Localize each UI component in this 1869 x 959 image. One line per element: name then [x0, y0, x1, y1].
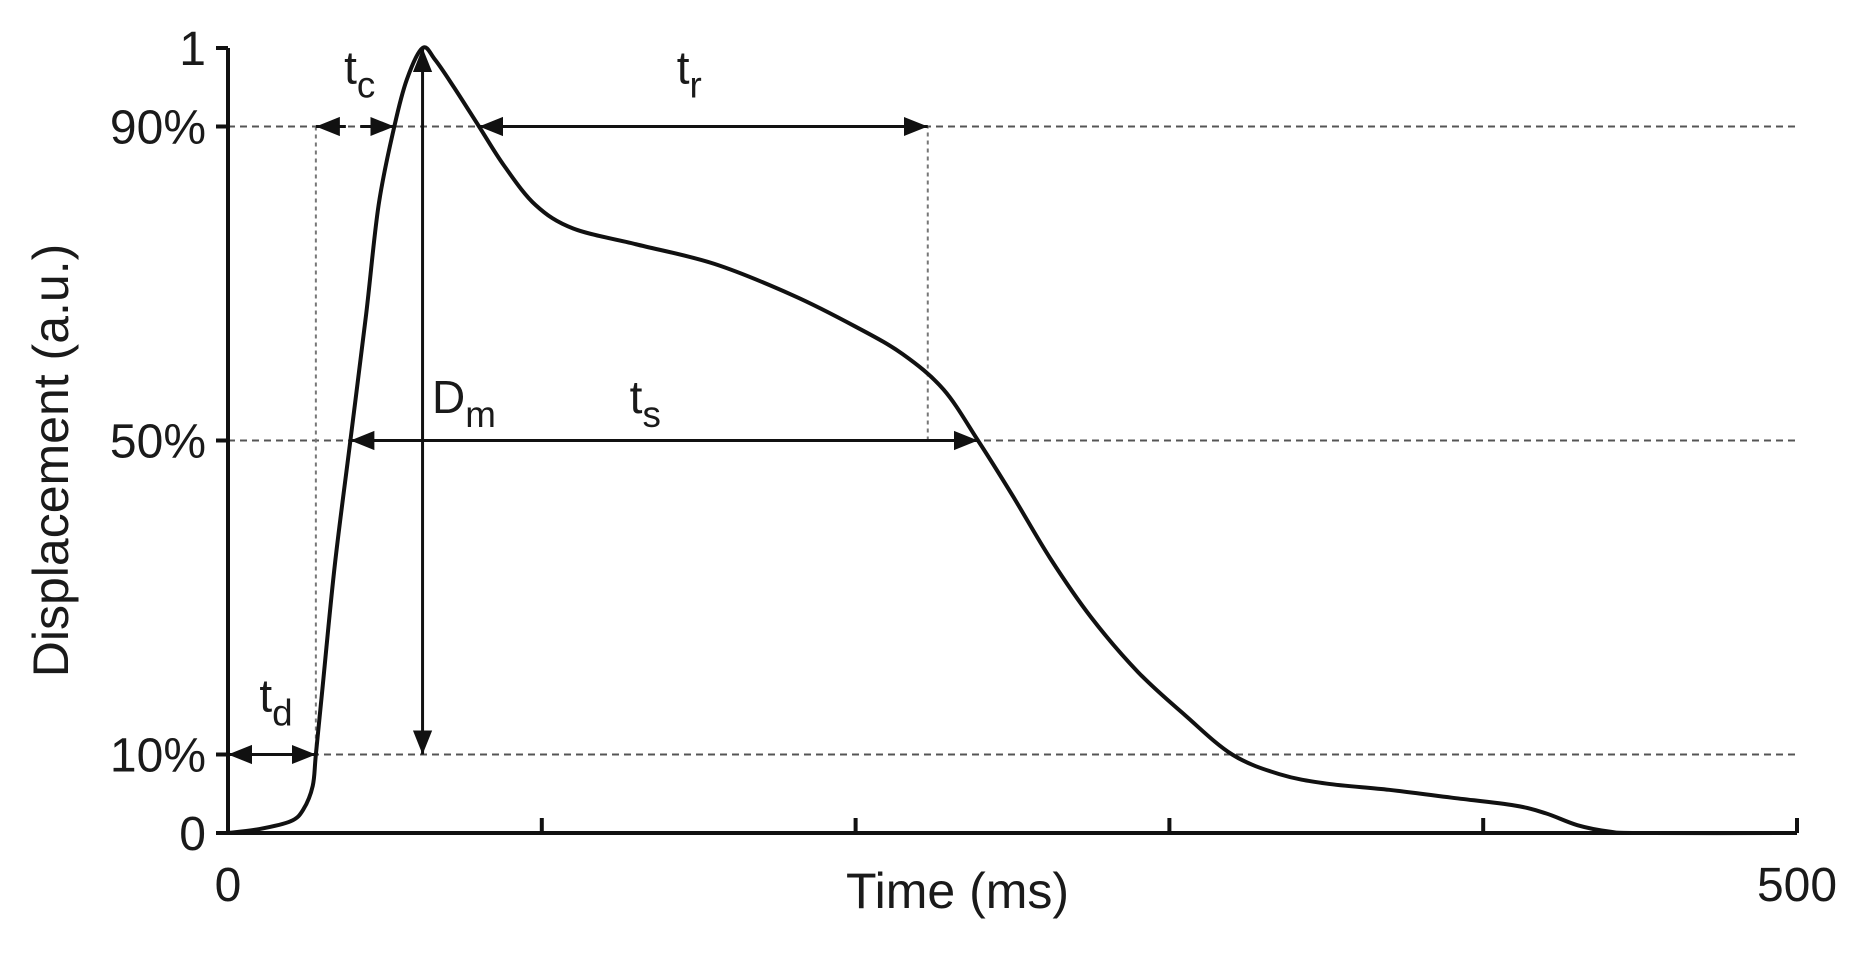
- t-d-label: td: [259, 669, 292, 733]
- annotations: td tc tr ts Dm: [228, 41, 978, 765]
- y-tick-label: 1: [179, 23, 206, 76]
- x-tick-label: 500: [1757, 859, 1837, 912]
- vertical-guides: [314, 126, 929, 755]
- tick-labels: 0 10% 50% 90% 1 0 500: [110, 23, 1837, 912]
- reference-lines: [228, 125, 1797, 756]
- y-tick-label: 90%: [110, 102, 206, 155]
- t-c-label: tc: [344, 41, 375, 105]
- y-axis-label: Displacement (a.u.): [23, 244, 79, 678]
- axes: [216, 46, 1799, 835]
- t-s-label: ts: [630, 371, 661, 435]
- curve-layer: [227, 45, 1798, 836]
- y-tick-label: 10%: [110, 730, 206, 783]
- d-m-label: Dm: [432, 371, 496, 435]
- displacement-curve: [227, 45, 1798, 836]
- x-axis-label: Time (ms): [846, 863, 1069, 919]
- x-tick-label: 0: [215, 859, 242, 912]
- y-tick-label: 50%: [110, 416, 206, 469]
- y-tick-label: 0: [179, 808, 206, 861]
- t-r-label: tr: [677, 41, 702, 105]
